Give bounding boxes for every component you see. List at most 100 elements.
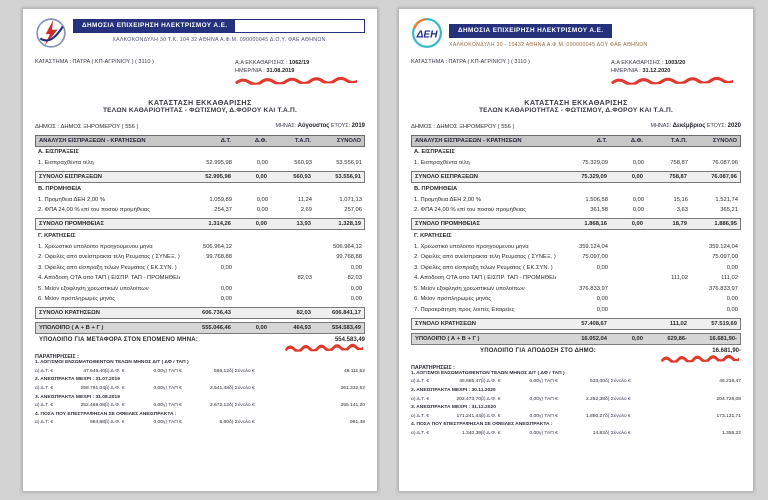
branch-line: ΚΑΤΑΣΤΗΜΑ : ΠΑΤΡΑ ( ΚΠ-ΑΓΡΙΝΙΟΥ ) ( 3110… [35, 59, 154, 65]
cell-dt: 555.046,46 [201, 325, 231, 332]
deh-legacy-logo-icon [36, 18, 66, 48]
cell-tap: 3,63 [676, 207, 688, 214]
note-line: 3. ΑΝΕΙΣΠΡΑΚΤΑ ΜΕΧΡΙ : 31.12.2020 [411, 405, 741, 414]
table-row: 7. Παρακράτηση προς λοιπές Εταιρείες 0,0… [411, 304, 741, 315]
table-row: ΣΥΝΟΛΟ ΕΙΣΠΡΑΞΕΩΝ 75.329,09 0,00 758,87 … [411, 171, 741, 184]
cell-total: 506.964,12 [332, 243, 362, 250]
cell-label: ΣΥΝΟΛΟ ΕΙΣΠΡΑΞΕΩΝ [415, 174, 478, 181]
cell-tap: 2,69 [300, 207, 312, 214]
cell-label: 1. Εισπραχθέντα τέλη [414, 160, 470, 167]
cell-label: 4. Απόδοση ΟΤΑ από ΤΑΠ ( ΕΙΣΠΡ. ΤΑΠ - ΠΡ… [414, 275, 556, 282]
cell-dt: 75.097,00 [582, 254, 608, 261]
cell-tap: 464,93 [293, 325, 311, 332]
table-row: 2. Οφειλές από ανείσπρακτα τέλη Ρεύματος… [411, 252, 741, 263]
clearance-number: 1003/20 [664, 60, 686, 66]
clearance-label: Α.Α ΕΚΚΑΘΑΡΙΣΗΣ : [611, 60, 664, 66]
period-line: ΜΗΝΑΣ: Αύγουστος ΕΤΟΥΣ: 2019 [275, 123, 365, 129]
cell-dt: 361,58 [590, 207, 608, 214]
title-line-2: ΤΕΛΩΝ ΚΑΘΑΡΙΟΤΗΤΑΣ - ΦΩΤΙΣΜΟΥ, Δ.ΦΟΡΟΥ Κ… [102, 106, 298, 114]
cell-dt: 75.329,09 [581, 174, 607, 181]
cell-label: 1. Προμήθεια ΔΕΗ 2,00 % [38, 196, 106, 203]
title-line-1: ΚΑΤΑΣΤΑΣΗ ΕΚΚΑΘΑΡΙΣΗΣ [148, 97, 252, 107]
cell-dt: 1.059,89 [209, 196, 232, 203]
cell-tap: 15,16 [673, 196, 688, 203]
cell-label: ΣΥΝΟΛΟ ΚΡΑΤΗΣΕΩΝ [39, 310, 100, 317]
company-address: ΧΑΛΚΟΚΟΝΔΥΛΗ 30 - 10432 ΑΘΗΝΑ Α.Φ.Μ. 090… [449, 42, 648, 48]
table-row: Α. ΕΙΣΠΡΑΞΕΙΣ [411, 147, 741, 158]
title-line-2: ΤΕΛΩΝ ΚΑΘΑΡΙΟΤΗΤΑΣ - ΦΩΤΙΣΜΟΥ, Δ.ΦΟΡΟΥ Κ… [478, 106, 674, 114]
header-df: Δ.Φ. [630, 137, 643, 144]
cell-label: ΣΥΝΟΛΟ ΠΡΟΜΗΘΕΙΑΣ [415, 221, 480, 228]
document-header: ΔΕΗ ΔΗΜΟΣΙΑ ΕΠΙΧΕΙΡΗΣΗ ΗΛΕΚΤΡΙΣΜΟΥ Α.Ε. … [411, 17, 741, 49]
table-row: ΣΥΝΟΛΟ ΠΡΟΜΗΘΕΙΑΣ 1.314,26 0,00 13,93 1.… [35, 218, 365, 231]
cell-dt: 0,00 [596, 306, 608, 313]
notes-body: 1. ΛΟΓ/ΣΜΟΙ ΕΝΣΩΜΑΤΩΘΕΝΤΩΝ ΤΕΛΩΝ ΜΗΝΟΣ Δ… [411, 371, 741, 440]
cell-df: 0,00 [631, 221, 643, 228]
table-body: Α. ΕΙΣΠΡΑΞΕΙΣ 1. Εισπραχθέντα τέλη 52.99… [35, 147, 365, 335]
cell-total: 82,03 [347, 275, 362, 282]
cell-label: Γ. ΚΡΑΤΗΣΕΙΣ [38, 232, 76, 239]
note-heading: 2. ΑΝΕΙΣΠΡΑΚΤΑ ΜΕΧΡΙ : 31.07.2019 [35, 377, 120, 383]
cell-total: 0,00 [726, 306, 738, 313]
cell-label: ΣΥΝΟΛΟ ΕΙΣΠΡΑΞΕΩΝ [39, 174, 102, 181]
note-values: α) Δ.Τ. €47.545,40 β) Δ.Φ. €0,00 γ) ΤΑΠ … [35, 368, 365, 374]
cell-label: 3. Οφειλές από είσπραξη τελών Ρεύματος (… [414, 264, 553, 271]
title-line-1: ΚΑΤΑΣΤΑΣΗ ΕΚΚΑΘΑΡΙΣΗΣ [524, 97, 628, 107]
note-heading: 4. ΠΟΣΑ ΠΟΥ ΕΠΕΣΤΡΑΦΗΣΑΝ ΣΕ ΟΦΕΙΛΕΣ ΑΝΕΙ… [411, 422, 553, 428]
header-analysis: ΑΝΑΛΥΣΗ ΕΙΣΠΡΑΞΕΩΝ - ΚΡΑΤΗΣΕΩΝ [39, 137, 146, 144]
cell-label: 7. Παρακράτηση προς λοιπές Εταιρείες [414, 306, 515, 313]
cell-label: 1. Χρεωστικό υπόλοιπο προηγούμενου μήνα [38, 243, 153, 250]
table-row: 3. Οφειλές από είσπραξη τελών Ρεύματος (… [35, 262, 365, 273]
clearance-number: 1062/19 [288, 60, 310, 66]
settlement-table: ΑΝΑΛΥΣΗ ΕΙΣΠΡΑΞΕΩΝ - ΚΡΑΤΗΣΕΩΝ Δ.Τ. Δ.Φ.… [35, 134, 365, 335]
deh-logo-icon: ΔΕΗ [412, 17, 442, 48]
table-row: 5. Μείον εξόφληση χρεωστικών υπολοίπων 3… [411, 283, 741, 294]
note-heading: 3. ΑΝΕΙΣΠΡΑΚΤΑ ΜΕΧΡΙ : 31.08.2019 [35, 394, 120, 400]
cell-label: Γ. ΚΡΑΤΗΣΕΙΣ [414, 232, 452, 239]
note-values: α) Δ.Τ. €202.473,70 β) Δ.Φ. €0,00 γ) ΤΑΠ… [411, 396, 741, 402]
table-row: 1. Προμήθεια ΔΕΗ 2,00 % 1.506,58 0,00 15… [411, 194, 741, 205]
cell-dt: 52.995,98 [206, 160, 232, 167]
note-values: α) Δ.Τ. €984,88 β) Δ.Φ. €0,00 γ) ΤΑΠ €6,… [35, 420, 365, 426]
cell-total: 99.768,88 [336, 254, 362, 261]
cell-dt: 254,37 [214, 207, 232, 214]
cell-total: 359.124,04 [708, 243, 738, 250]
branch-line: ΚΑΤΑΣΤΗΜΑ : ΠΑΤΡΑ ( ΚΠ-ΑΓΡΙΝΙΟΥ ) ( 3110… [411, 59, 530, 65]
note-values: α) Δ.Τ. €171.241,44 β) Δ.Φ. €0,00 γ) ΤΑΠ… [411, 413, 741, 419]
cell-label: Β. ΠΡΟΜΗΘΕΙΑ [38, 185, 82, 192]
table-row: 1. Προμήθεια ΔΕΗ 2,00 % 1.059,89 0,00 11… [35, 194, 365, 205]
month-label: ΜΗΝΑΣ: [275, 122, 297, 129]
cell-df: 0,00 [256, 207, 268, 214]
cell-total: 111,02 [721, 275, 738, 282]
deh-logo-text: ΔΕΗ [416, 29, 439, 40]
note-line: 1. ΛΟΓ/ΣΜΟΙ ΕΝΣΩΜΑΤΩΘΕΝΤΩΝ ΤΕΛΩΝ ΜΗΝΟΣ Δ… [411, 371, 741, 380]
note-line: α) Δ.Τ. €202.473,70 β) Δ.Φ. €0,00 γ) ΤΑΠ… [411, 397, 741, 406]
cell-label: Β. ΠΡΟΜΗΘΕΙΑ [414, 185, 458, 192]
company-address: ΧΑΛΚΟΚΟΝΔΥΛΗ 30 Τ.Κ. 104 32 ΑΘΗΝΑ Α.Φ.Μ.… [112, 37, 326, 43]
table-row: Β. ΠΡΟΜΗΘΕΙΑ [411, 183, 741, 194]
table-row: Γ. ΚΡΑΤΗΣΕΙΣ [35, 230, 365, 241]
cell-label: ΥΠΟΛΟΙΠΟ ( Α + Β + Γ ) [415, 335, 480, 342]
document-title: ΚΑΤΑΣΤΑΣΗ ΕΚΚΑΘΑΡΙΣΗΣ ΤΕΛΩΝ ΚΑΘΑΡΙΟΤΗΤΑΣ… [35, 98, 365, 114]
red-scribble-annotation [611, 76, 734, 85]
cell-total: 1.886,95 [714, 221, 737, 228]
cell-tap: 629,86- [667, 335, 687, 342]
table-row: ΣΥΝΟΛΟ ΚΡΑΤΗΣΕΩΝ 57.408,67 111,02 57.519… [411, 317, 741, 330]
cell-label: 5. Μείον εξόφληση χρεωστικών υπολοίπων [414, 285, 525, 292]
note-line: 4. ΠΟΣΑ ΠΟΥ ΕΠΕΣΤΡΑΦΗΣΑΝ ΣΕ ΟΦΕΙΛΕΣ ΑΝΕΙ… [35, 412, 365, 421]
municipality-line: ΔΗΜΟΣ : ΔΗΜΟΣ ΞΗΡΟΜΕΡΟΥ ( 556 ) [411, 123, 515, 130]
cell-label: 4. Απόδοση ΟΤΑ από ΤΑΠ ( ΕΙΣΠΡ. ΤΑΠ - ΠΡ… [38, 275, 180, 282]
header-total: ΣΥΝΟΛΟ [712, 137, 737, 144]
cell-df: 0,00 [255, 221, 267, 228]
header-total: ΣΥΝΟΛΟ [336, 137, 361, 144]
cell-label: ΥΠΟΛΟΙΠΟ ( Α + Β + Γ ) [39, 325, 104, 332]
note-values: α) Δ.Τ. €1.340,39 β) Δ.Φ. €0,00 γ) ΤΑΠ €… [411, 430, 741, 436]
cell-total: 76.087,96 [711, 174, 737, 181]
cell-tap: 758,87 [669, 174, 687, 181]
month-value: Δεκέμβριος [672, 122, 706, 129]
table-row: Β. ΠΡΟΜΗΘΕΙΑ [35, 183, 365, 194]
cell-total: 1.521,74 [715, 196, 738, 203]
cell-df: 0,00 [255, 174, 267, 181]
table-row: 6. Μείον προπληρωμές μηνός 0,00 0,00 [35, 294, 365, 305]
table-row: ΥΠΟΛΟΙΠΟ ( Α + Β + Γ ) 555.046,46 0,00 4… [35, 322, 365, 335]
